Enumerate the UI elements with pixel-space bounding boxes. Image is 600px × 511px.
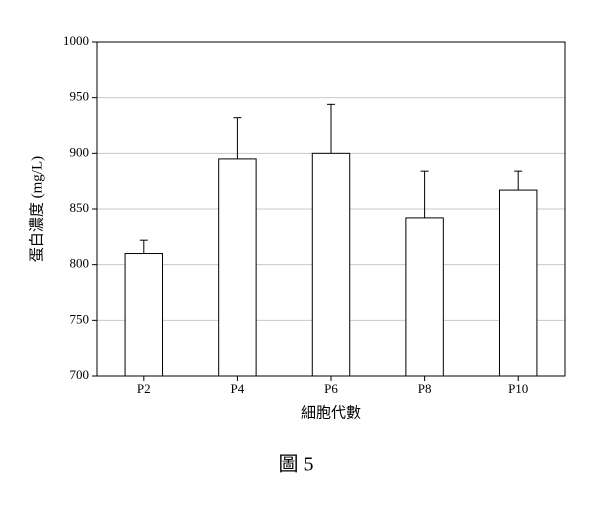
- caption: 圖 5: [279, 454, 314, 476]
- x-tick-label: P2: [137, 381, 151, 396]
- x-tick-label: P4: [231, 381, 245, 396]
- y-tick-label: 850: [70, 200, 90, 215]
- y-tick-label: 700: [70, 367, 90, 382]
- x-tick-label: P6: [324, 381, 338, 396]
- y-axis-label: 蛋白濃度 (mg/L): [28, 156, 45, 262]
- y-tick-label: 750: [70, 311, 90, 326]
- y-tick-label: 900: [70, 144, 90, 159]
- y-tick-label: 1000: [63, 33, 89, 48]
- y-tick-label: 800: [70, 256, 90, 271]
- bar: [498, 189, 538, 377]
- x-axis-label: 細胞代數: [301, 404, 361, 421]
- bar: [311, 152, 351, 377]
- bar: [405, 217, 444, 377]
- x-tick-label: P8: [418, 381, 432, 396]
- x-tick-label: P10: [508, 381, 528, 396]
- bar: [218, 158, 257, 377]
- y-tick-label: 950: [70, 89, 90, 104]
- bar: [124, 253, 164, 377]
